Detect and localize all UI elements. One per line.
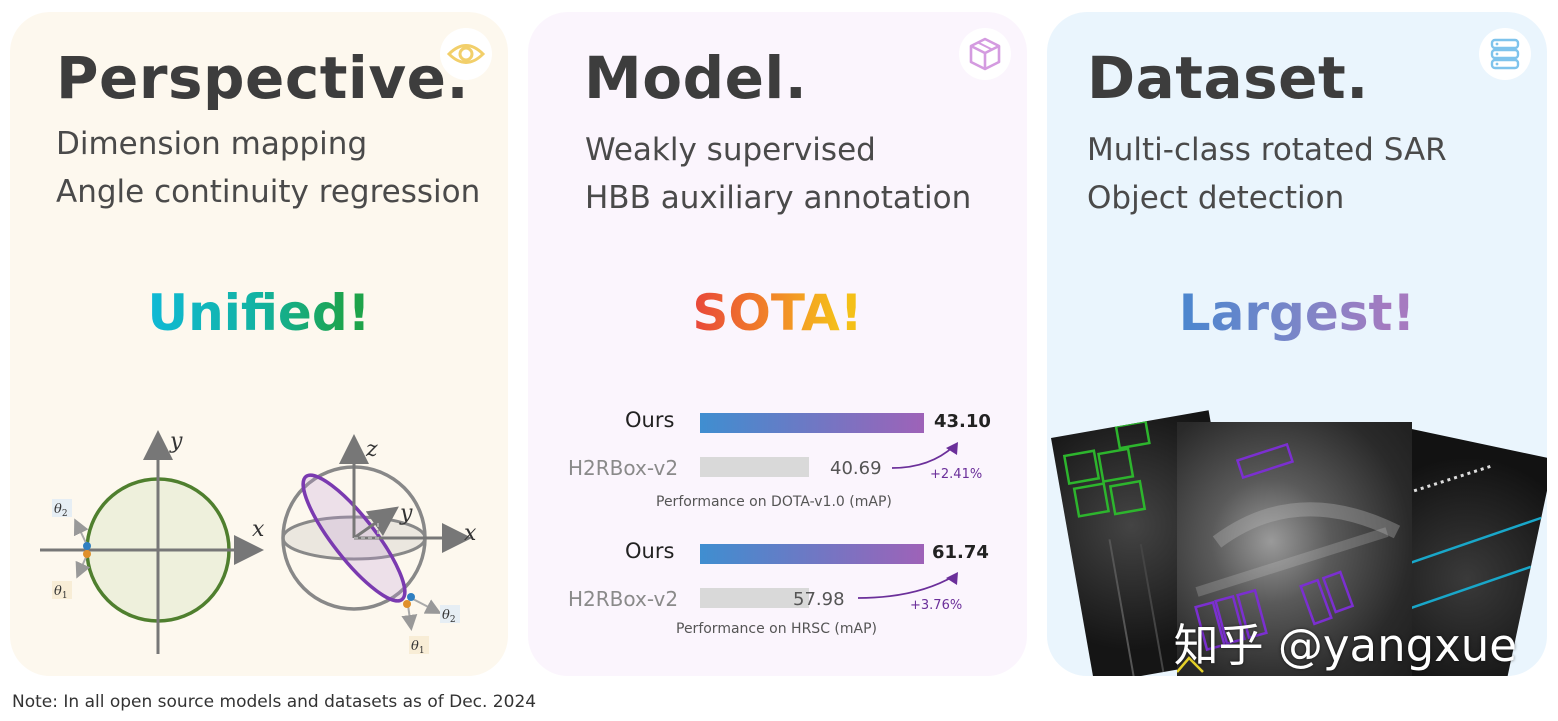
dota-gain-arrow — [891, 442, 958, 469]
theta2-box-3d — [440, 605, 460, 623]
slogan-unified: Unified — [147, 284, 348, 342]
point-orange — [83, 550, 91, 558]
hrsc-ours-bar — [700, 544, 924, 564]
theta1-box-3d — [409, 636, 429, 654]
theta2-symbol-3d: θ — [442, 608, 450, 623]
hrsc-base-value: 57.98 — [793, 589, 845, 610]
dota-ours-label: Ours — [625, 408, 675, 432]
sar-left-boxes — [1062, 419, 1165, 676]
dashed-projection — [354, 520, 379, 539]
eye-badge — [440, 28, 492, 80]
model-card: Model. Weakly supervised HBB auxiliary a… — [528, 12, 1027, 676]
theta2-box — [52, 499, 72, 517]
dota-chart-title: Performance on DOTA-v1.0 (mAP) — [656, 494, 892, 510]
model-slogan: SOTA! — [528, 284, 1027, 342]
hrsc-ours-label: Ours — [625, 539, 675, 563]
theta2-label: θ2 — [54, 502, 68, 519]
theta1-arrow — [75, 554, 91, 579]
theta1-sub: 1 — [62, 591, 68, 601]
perspective-slogan: Unified! — [10, 284, 508, 342]
dataset-line-2: Object detection — [1087, 180, 1345, 216]
dota-ours-value: 43.10 — [934, 411, 991, 432]
perspective-title: Perspective. — [56, 44, 469, 112]
x-label-3d: x — [464, 521, 477, 546]
theta1-label-3d: θ1 — [411, 639, 425, 656]
y-label-3d: y — [399, 501, 413, 526]
dota-ours-bar — [700, 413, 924, 433]
eye-icon — [447, 44, 485, 64]
hrsc-gain-arrow — [857, 572, 958, 599]
y-label: y — [169, 429, 183, 454]
theta1-symbol-3d: θ — [411, 639, 419, 654]
circle-2d-diagram: y x θ2 θ1 — [40, 429, 265, 654]
theta1-symbol: θ — [54, 584, 62, 599]
point-blue — [83, 542, 91, 550]
dota-gain-label: +2.41% — [930, 467, 983, 482]
model-line-1: Weakly supervised — [585, 132, 876, 168]
theta1-sub-3d: 1 — [419, 646, 425, 656]
y-axis-3d — [353, 506, 399, 540]
model-line-2: HBB auxiliary annotation — [585, 180, 972, 216]
theta1-box — [52, 581, 72, 599]
sphere-3d-diagram: z y x θ2 θ1 — [281, 434, 477, 656]
model-title: Model. — [584, 44, 808, 112]
perspective-card: Perspective. Dimension mapping Angle con… — [10, 12, 508, 676]
dota-base-label: H2RBox-v2 — [568, 456, 679, 480]
slogan-largest-exclaim: ! — [1392, 284, 1416, 342]
z-label: z — [365, 437, 378, 462]
point-orange-3d — [403, 600, 411, 608]
watermark: 知乎 @yangxue — [1173, 619, 1517, 672]
hrsc-ours-value: 61.74 — [932, 542, 989, 563]
theta2-label-3d: θ2 — [442, 608, 456, 625]
theta1-label: θ1 — [54, 584, 68, 601]
slogan-sota-exclaim: ! — [839, 284, 863, 342]
theta2-symbol: θ — [54, 502, 62, 517]
slogan-exclaim: ! — [347, 284, 371, 342]
perspective-line-2: Angle continuity regression — [56, 174, 481, 210]
theta2-arrow-3d — [410, 597, 442, 614]
hrsc-chart-title: Performance on HRSC (mAP) — [676, 621, 878, 637]
slogan-largest: Largest — [1178, 284, 1393, 342]
dota-base-bar — [700, 457, 810, 477]
slogan-sota: SOTA — [692, 284, 840, 342]
sar-image-left — [1051, 410, 1252, 676]
dataset-line-1: Multi-class rotated SAR — [1087, 132, 1447, 168]
hrsc-base-bar — [700, 588, 810, 608]
dota-base-value: 40.69 — [830, 458, 882, 479]
database-icon — [1490, 38, 1520, 70]
sar-center-boxes — [1177, 442, 1401, 673]
x-label: x — [252, 517, 265, 542]
dataset-card: Dataset. Multi-class rotated SAR Object … — [1047, 12, 1547, 676]
cube-icon — [969, 37, 1001, 71]
footnote: Note: In all open source models and data… — [12, 692, 537, 712]
theta2-arrow — [73, 518, 89, 546]
theta1-arrow-3d — [401, 604, 418, 631]
database-badge — [1479, 28, 1531, 80]
cube-badge — [959, 28, 1011, 80]
sar-image-center — [1177, 422, 1412, 676]
dataset-title: Dataset. — [1087, 44, 1369, 112]
dataset-slogan: Largest! — [1047, 284, 1547, 342]
hrsc-base-label: H2RBox-v2 — [568, 587, 679, 611]
perspective-line-1: Dimension mapping — [56, 126, 368, 162]
theta2-sub-3d: 2 — [450, 615, 456, 625]
hrsc-gain-label: +3.76% — [910, 598, 963, 613]
point-blue-3d — [407, 593, 415, 601]
theta2-sub: 2 — [62, 509, 68, 519]
